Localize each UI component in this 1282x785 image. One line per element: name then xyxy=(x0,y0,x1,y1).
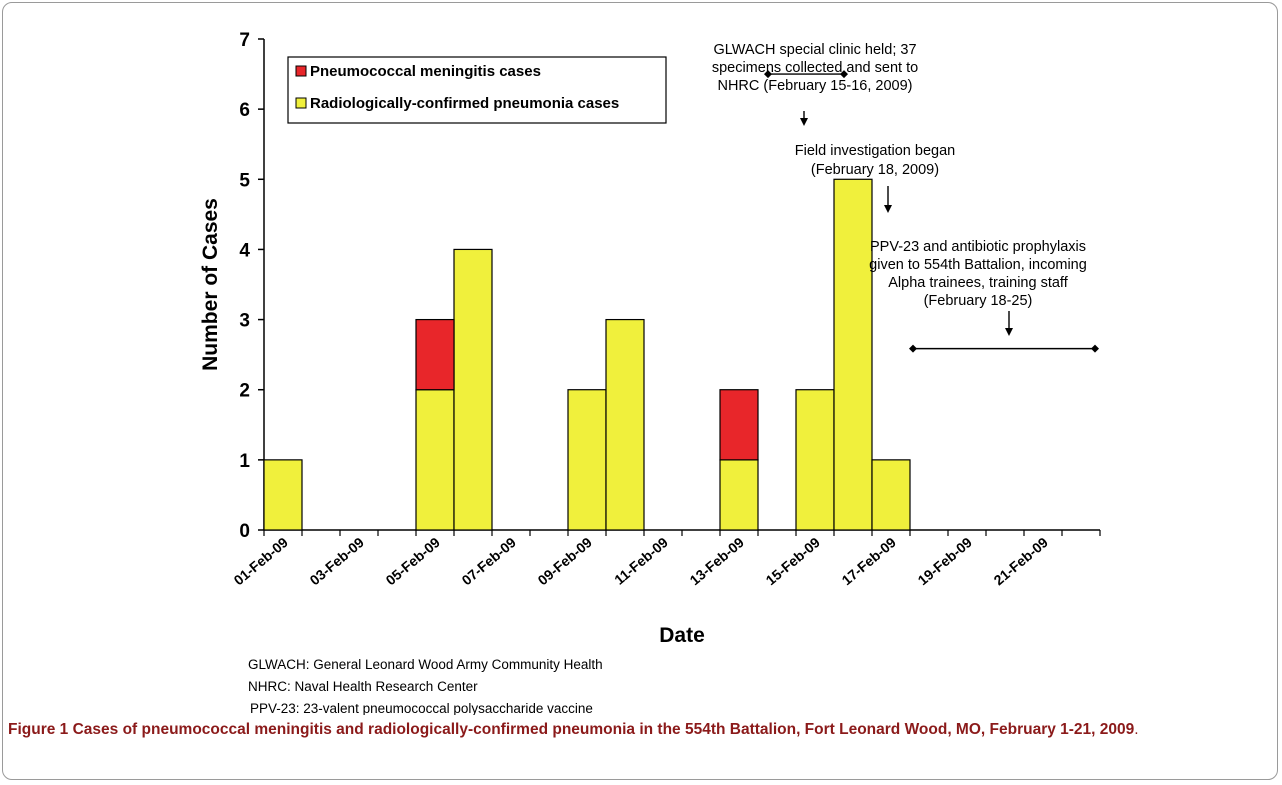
x-tick-label-01-Feb-09: 01-Feb-09 xyxy=(231,534,292,588)
abbreviation-notes: GLWACH: General Leonard Wood Army Commun… xyxy=(248,657,603,715)
annotation-glwach-arrow-head xyxy=(800,118,808,126)
x-tick-label-21-Feb-09: 21-Feb-09 xyxy=(991,534,1052,588)
legend-swatch-meningitis xyxy=(295,65,307,77)
annotation-field-line-0: Field investigation began xyxy=(795,143,955,159)
x-tick-label-05-Feb-09: 05-Feb-09 xyxy=(383,534,444,588)
annotation-ppv-line-2: Alpha trainees, training staff xyxy=(888,275,1068,291)
annotation-ppv-line-0: PPV-23 and antibiotic prophylaxis xyxy=(870,239,1086,255)
annotation-ppv-arrow-head xyxy=(1005,328,1013,336)
y-tick-label-5: 5 xyxy=(239,170,250,191)
annotation-glwach-line-0: GLWACH special clinic held; 37 xyxy=(713,42,916,58)
annotation-ppv-range-end-0 xyxy=(909,344,917,353)
annotation-field-line-1: (February 18, 2009) xyxy=(811,162,939,178)
chart-legend: Pneumococcal meningitis cases Radiologica… xyxy=(287,56,667,124)
bar-pneumonia-16-Feb-09 xyxy=(833,178,873,531)
y-tick-label-6: 6 xyxy=(239,100,250,121)
annotation-glwach-line-1: specimens collected and sent to xyxy=(712,60,918,76)
caption-text: Cases of pneumococcal meningitis and rad… xyxy=(72,721,1135,738)
legend-box xyxy=(287,56,667,124)
x-axis-title: Date xyxy=(659,624,705,647)
bar-pneumonia-15-Feb-09 xyxy=(795,389,835,531)
bar-pneumonia-17-Feb-09 xyxy=(871,459,911,531)
annotation-glwach-range-end-0 xyxy=(764,70,772,79)
bar-meningitis-05-Feb-09 xyxy=(415,318,455,391)
abbreviation-2: PPV-23: 23-valent pneumococcal polysacch… xyxy=(250,701,593,715)
annotation-glwach-range-end-1 xyxy=(840,70,848,79)
x-tick-label-11-Feb-09: 11-Feb-09 xyxy=(611,534,671,588)
legend-label-pneumonia: Radiologically-confirmed pneumonia cases xyxy=(310,95,619,112)
y-axis-title: Number of Cases xyxy=(199,198,222,371)
bar-pneumonia-13-Feb-09 xyxy=(719,459,759,531)
bar-pneumonia-01-Feb-09 xyxy=(263,459,303,531)
annotation-ppv-range-end-1 xyxy=(1091,344,1099,353)
bar-pneumonia-06-Feb-09 xyxy=(453,248,493,531)
abbreviation-0: GLWACH: General Leonard Wood Army Commun… xyxy=(248,657,603,672)
annotation-ppv-line-3: (February 18-25) xyxy=(924,293,1033,309)
legend-label-meningitis: Pneumococcal meningitis cases xyxy=(310,63,541,80)
x-tick-label-19-Feb-09: 19-Feb-09 xyxy=(915,534,976,588)
caption-label: Figure 1 xyxy=(8,721,69,738)
x-tick-label-15-Feb-09: 15-Feb-09 xyxy=(763,534,824,588)
x-tick-label-17-Feb-09: 17-Feb-09 xyxy=(839,534,900,588)
y-tick-label-3: 3 xyxy=(239,311,250,332)
y-tick-label-0: 0 xyxy=(239,521,250,542)
bar-pneumonia-10-Feb-09 xyxy=(605,318,645,531)
figure-caption: Figure 1 Cases of pneumococcal meningiti… xyxy=(8,718,1268,741)
x-tick-label-09-Feb-09: 09-Feb-09 xyxy=(535,534,596,588)
x-tick-label-07-Feb-09: 07-Feb-09 xyxy=(459,534,520,588)
chart-annotations: GLWACH special clinic held; 37 specimens … xyxy=(712,42,1099,353)
x-tick-label-13-Feb-09: 13-Feb-09 xyxy=(687,534,748,588)
caption-end: . xyxy=(1134,721,1139,738)
bar-pneumonia-05-Feb-09 xyxy=(415,389,455,531)
bar-pneumonia-09-Feb-09 xyxy=(567,389,607,531)
case-count-chart: 0 1 2 3 4 5 6 7 01-Feb-09 03-Feb-09 05-Feb-09 07-Fe… xyxy=(199,30,1101,715)
bar-meningitis-13-Feb-09 xyxy=(719,389,759,461)
legend-swatch-pneumonia xyxy=(295,97,307,109)
y-tick-label-4: 4 xyxy=(239,240,250,261)
annotation-glwach-line-2: NHRC (February 15-16, 2009) xyxy=(717,78,912,94)
y-tick-label-2: 2 xyxy=(239,381,250,402)
x-tick-label-03-Feb-09: 03-Feb-09 xyxy=(307,534,368,588)
annotation-field-arrow-head xyxy=(884,205,892,213)
chart-bars xyxy=(263,178,911,531)
abbreviation-1: NHRC: Naval Health Research Center xyxy=(248,679,478,694)
annotation-ppv-line-1: given to 554th Battalion, incoming xyxy=(869,257,1087,273)
y-tick-label-7: 7 xyxy=(239,30,250,51)
y-tick-label-1: 1 xyxy=(239,451,250,472)
